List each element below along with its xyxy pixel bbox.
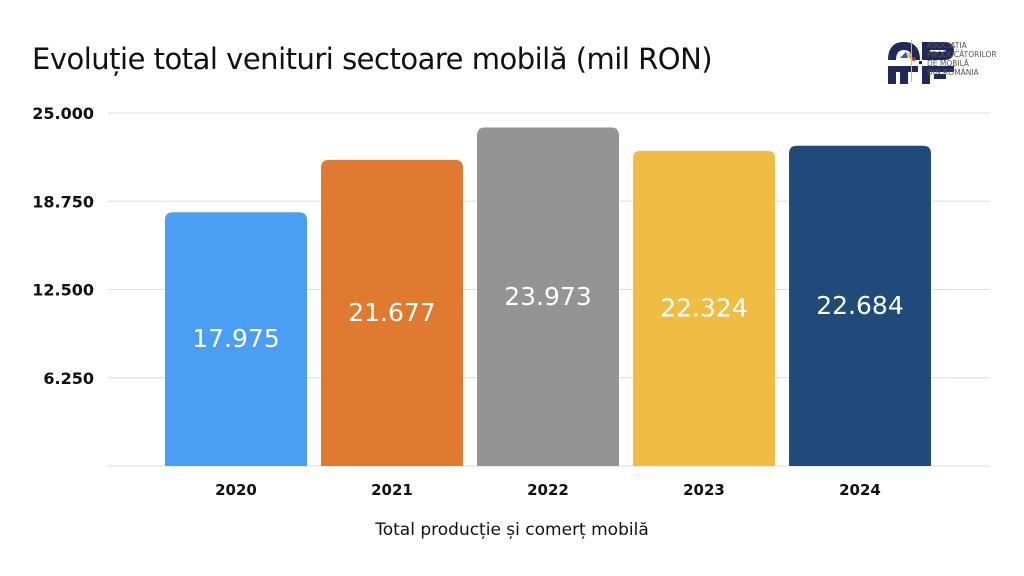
y-tick-label: 12.500 — [32, 281, 94, 300]
logo-line: DE MOBILĂ — [927, 59, 969, 68]
data-label: 22.684 — [816, 291, 903, 320]
y-tick-label: 25.000 — [32, 104, 94, 123]
logo-line: ASOCIAȚIA — [927, 41, 967, 50]
y-tick-label: 18.750 — [32, 192, 94, 211]
apmr-logo — [888, 42, 954, 84]
bar-2023 — [633, 150, 775, 466]
chart-title: Evoluție total venituri sectoare mobilă … — [32, 42, 713, 76]
logo-divider — [911, 40, 912, 82]
data-label: 22.324 — [660, 293, 747, 322]
logo-line: DIN ROMÂNIA — [927, 68, 979, 77]
x-tick-label: 2024 — [839, 481, 881, 499]
logo-text: ASOCIAȚIA PRODUCĂTORILOR DE MOBILĂ DIN R… — [927, 41, 997, 77]
bar-2020 — [165, 212, 307, 466]
x-tick-label: 2022 — [527, 481, 569, 499]
data-label: 21.677 — [348, 298, 435, 327]
x-tick-label: 2020 — [215, 481, 257, 499]
bar-2024 — [789, 145, 931, 467]
x-tick-label: 2023 — [683, 481, 725, 499]
bar-2022 — [477, 127, 619, 466]
data-label: 23.973 — [504, 282, 591, 311]
bar-2021 — [321, 159, 463, 466]
y-tick-label: 6.250 — [43, 369, 94, 388]
data-label: 17.975 — [192, 324, 279, 353]
x-axis-label: Total producție și comerț mobilă — [375, 520, 649, 540]
x-tick-label: 2021 — [371, 481, 413, 499]
logo-line: PRODUCĂTORILOR — [927, 50, 997, 59]
